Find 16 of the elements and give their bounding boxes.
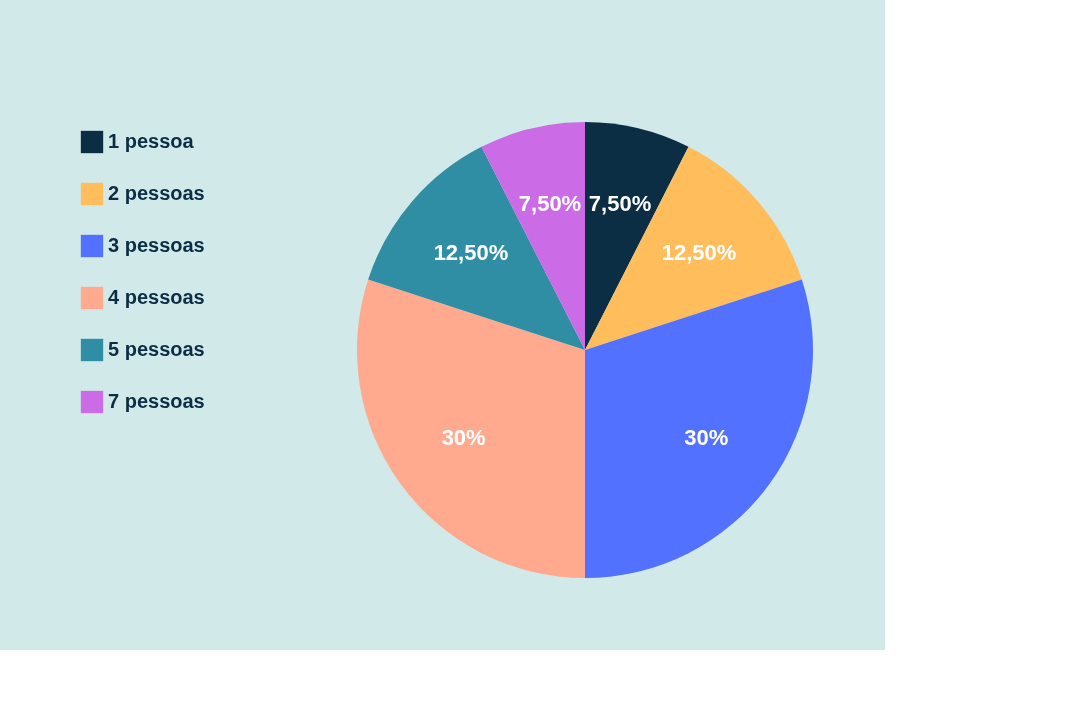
legend-label: 2 pessoas xyxy=(108,182,205,204)
data-label: 30% xyxy=(684,425,729,451)
legend-label: 5 pessoas xyxy=(108,338,205,360)
legend-label: 1 pessoa xyxy=(108,130,195,152)
data-label: 12,50% xyxy=(433,239,509,265)
data-label: 12,50% xyxy=(661,239,737,265)
pie-slice xyxy=(368,146,585,350)
legend-label: 3 pessoas xyxy=(108,234,205,256)
pie-slice xyxy=(357,279,585,578)
pie-slice xyxy=(585,279,813,578)
data-label: 7,50% xyxy=(518,191,582,217)
legend-label: 7 pessoas xyxy=(108,390,205,412)
data-label: 30% xyxy=(441,425,486,451)
legend-label: 4 pessoas xyxy=(108,286,205,308)
pie-slice xyxy=(585,146,802,350)
data-label: 7,50% xyxy=(588,191,652,217)
